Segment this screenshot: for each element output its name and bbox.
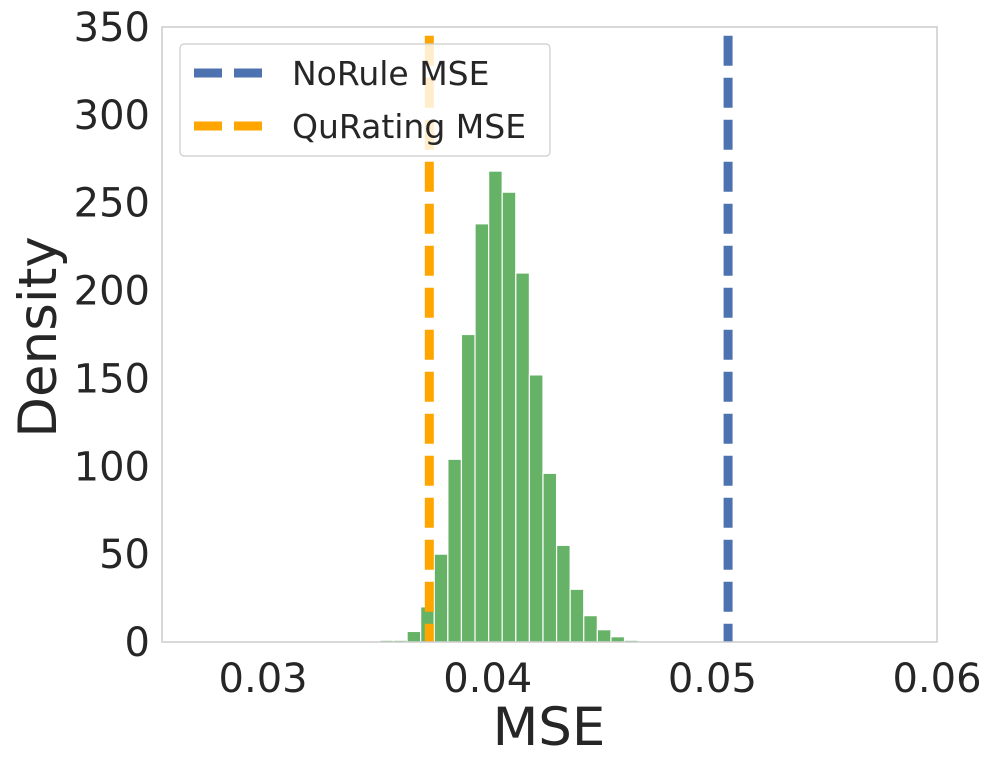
x-tick-label: 0.03 xyxy=(219,656,308,702)
histogram-bar xyxy=(488,170,503,643)
legend-box xyxy=(179,43,551,157)
y-tick-label: 200 xyxy=(74,269,150,315)
y-tick-label: 300 xyxy=(74,93,150,139)
histogram-bar xyxy=(610,636,626,643)
y-tick-label: 0 xyxy=(125,620,150,666)
y-tick-label: 50 xyxy=(99,532,150,578)
histogram-bar xyxy=(433,553,449,643)
histogram-bar xyxy=(583,615,598,643)
y-axis-ticks: 0 50 100 150 200 250 300 350 xyxy=(74,5,150,666)
x-tick-label: 0.06 xyxy=(892,656,981,702)
histogram-bar xyxy=(596,629,612,643)
histogram-bar xyxy=(474,223,490,643)
plot-frame xyxy=(161,26,938,643)
x-axis-label: MSE xyxy=(493,697,606,758)
y-tick-label: 250 xyxy=(74,181,150,227)
x-axis-ticks: 0.03 0.04 0.05 0.06 xyxy=(219,656,982,702)
histogram-bar xyxy=(501,191,517,643)
histogram-bar xyxy=(515,272,530,643)
histogram-bar xyxy=(406,630,422,643)
histogram-bar xyxy=(569,588,585,643)
y-tick-label: 100 xyxy=(74,444,150,490)
histogram-bar xyxy=(542,472,558,643)
y-tick-label: 150 xyxy=(74,356,150,402)
x-tick-label: 0.04 xyxy=(443,656,532,702)
legend: NoRule MSE QuRating MSE xyxy=(179,43,551,157)
y-axis-label: Density xyxy=(8,236,69,438)
histogram-bar xyxy=(528,374,544,643)
histogram-bar xyxy=(460,333,476,643)
legend-label: NoRule MSE xyxy=(292,54,489,93)
legend-label: QuRating MSE xyxy=(292,107,526,146)
histogram-bar xyxy=(555,544,571,643)
y-tick-label: 350 xyxy=(74,5,150,51)
x-tick-label: 0.05 xyxy=(668,656,757,702)
histogram-bar xyxy=(447,458,463,643)
legend-items: NoRule MSE QuRating MSE xyxy=(194,54,526,146)
